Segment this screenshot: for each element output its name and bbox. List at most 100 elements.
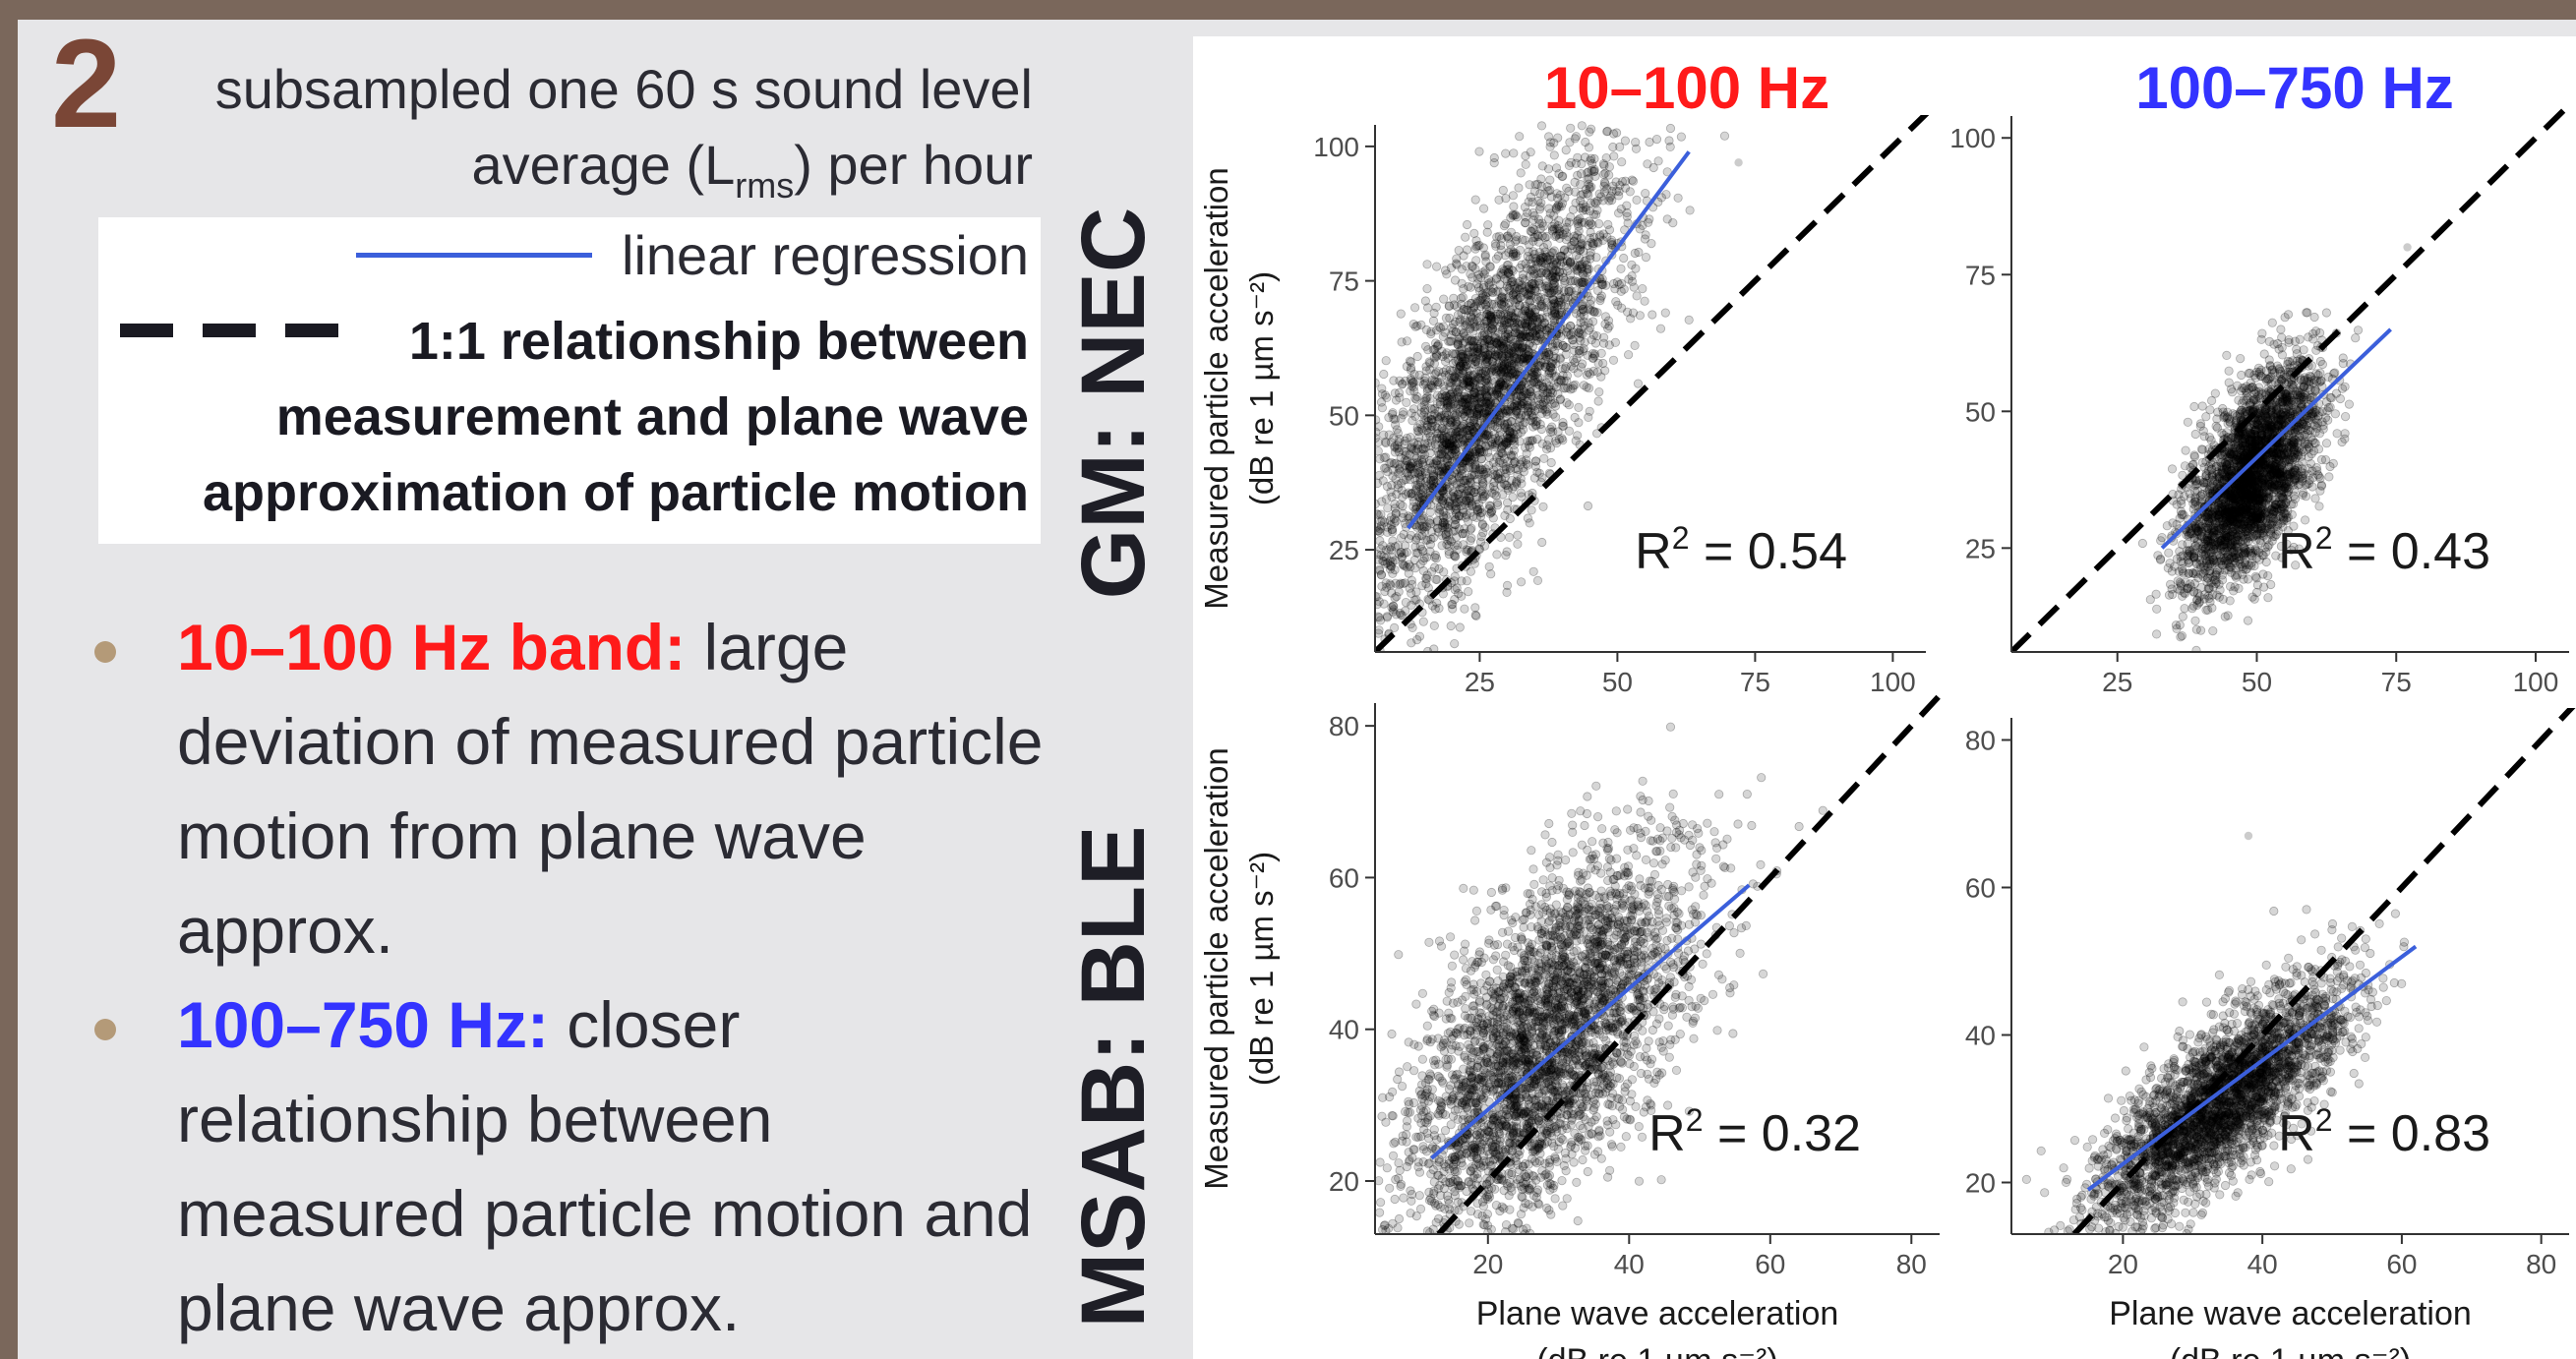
scatter-point — [1520, 275, 1530, 285]
scatter-point — [1381, 438, 1391, 448]
scatter-point — [1474, 392, 1484, 402]
scatter-point — [1397, 547, 1407, 558]
scatter-point — [1573, 244, 1583, 254]
scatter-point — [1394, 446, 1405, 457]
scatter-point — [1469, 387, 1479, 398]
scatter-point — [1444, 451, 1454, 461]
scatter-point — [1464, 343, 1473, 353]
scatter-point — [1416, 493, 1426, 503]
scatter-point — [1451, 326, 1461, 337]
scatter-point — [1524, 247, 1533, 257]
scatter-point — [1438, 589, 1448, 599]
scatter-point — [1476, 366, 1486, 376]
scatter-point — [1584, 384, 1594, 393]
scatter-point — [1509, 148, 1519, 158]
scatter-point — [1505, 465, 1516, 475]
scatter-point — [1438, 464, 1448, 474]
scatter-point — [1446, 263, 1457, 272]
scatter-point — [1477, 481, 1487, 491]
scatter-point — [1557, 199, 1568, 208]
scatter-point — [1493, 384, 1504, 394]
scatter-point — [1604, 170, 1614, 180]
scatter-point — [1425, 507, 1435, 517]
scatter-point — [1505, 239, 1515, 249]
scatter-point — [1379, 430, 1389, 440]
scatter-point — [1466, 525, 1475, 535]
scatter-point — [1532, 393, 1542, 403]
scatter-point — [1450, 421, 1460, 431]
scatter-point — [1566, 241, 1577, 251]
scatter-point — [1583, 265, 1592, 274]
scatter-point — [1549, 260, 1559, 269]
scatter-point — [1631, 138, 1641, 148]
scatter-point — [1455, 622, 1465, 632]
scatter-point — [1585, 233, 1595, 243]
scatter-point — [1422, 384, 1433, 394]
scatter-point — [1427, 421, 1437, 431]
scatter-point — [1483, 325, 1493, 335]
scatter-point — [1427, 415, 1437, 425]
scatter-point — [1459, 491, 1469, 501]
scatter-point — [1398, 407, 1408, 417]
scatter-point — [1375, 625, 1384, 635]
scatter-point — [1592, 308, 1602, 318]
scatter-point — [1517, 319, 1528, 329]
scatter-point — [1596, 372, 1606, 382]
scatter-point — [1507, 311, 1517, 321]
scatter-point — [1571, 198, 1581, 207]
scatter-point — [1377, 403, 1388, 413]
scatter-point — [1494, 195, 1504, 205]
scatter-point — [1445, 378, 1456, 387]
scatter-point — [1577, 301, 1587, 311]
scatter-point — [1414, 458, 1424, 468]
subtitle-line2-pre: average (L — [471, 134, 736, 196]
scatter-point — [1486, 569, 1496, 579]
scatter-point — [1574, 418, 1584, 428]
scatter-point — [1500, 420, 1510, 430]
scatter-point — [1451, 431, 1461, 441]
scatter-point — [1457, 469, 1468, 479]
scatter-point — [1416, 402, 1426, 412]
scatter-point — [2353, 325, 2364, 335]
scatter-point — [1439, 396, 1449, 407]
scatter-point — [1461, 356, 1470, 367]
scatter-point — [1535, 256, 1546, 266]
scatter-point — [1441, 438, 1451, 448]
scatter-point — [1521, 306, 1530, 316]
scatter-point — [1506, 245, 1516, 255]
scatter-point — [1516, 292, 1526, 302]
scatter-point — [1376, 570, 1387, 580]
scatter-point — [1546, 358, 1556, 368]
scatter-point — [1531, 286, 1541, 296]
scatter-point — [1548, 427, 1558, 437]
scatter-point — [1610, 337, 1621, 347]
scatter-point — [1575, 213, 1585, 224]
scatter-point — [1411, 445, 1421, 455]
scatter-point — [1542, 325, 1552, 336]
scatter-point — [1537, 313, 1547, 323]
scatter-point — [1481, 398, 1491, 408]
scatter-point — [1496, 350, 1507, 360]
scatter-point — [1578, 268, 1588, 278]
scatter-point — [1496, 427, 1506, 437]
scatter-point — [1486, 314, 1496, 324]
scatter-point — [1558, 230, 1568, 240]
scatter-point — [1537, 399, 1547, 409]
scatter-point — [1500, 465, 1510, 475]
scatter-point — [1406, 489, 1416, 499]
scatter-point — [1444, 336, 1454, 346]
scatter-point — [1525, 240, 1534, 250]
scatter-point — [1388, 607, 1398, 617]
scatter-point — [1469, 380, 1480, 390]
scatter-point — [1616, 264, 1626, 273]
scatter-point — [1475, 385, 1485, 395]
scatter-point — [1450, 372, 1460, 382]
scatter-point — [1454, 511, 1464, 521]
scatter-point — [1470, 359, 1480, 370]
scatter-point — [1465, 473, 1474, 483]
scatter-point — [1528, 253, 1538, 263]
scatter-point — [1457, 308, 1467, 318]
scatter-point — [1393, 541, 1404, 551]
scatter-point — [1399, 475, 1408, 485]
scatter-point — [1411, 535, 1421, 545]
